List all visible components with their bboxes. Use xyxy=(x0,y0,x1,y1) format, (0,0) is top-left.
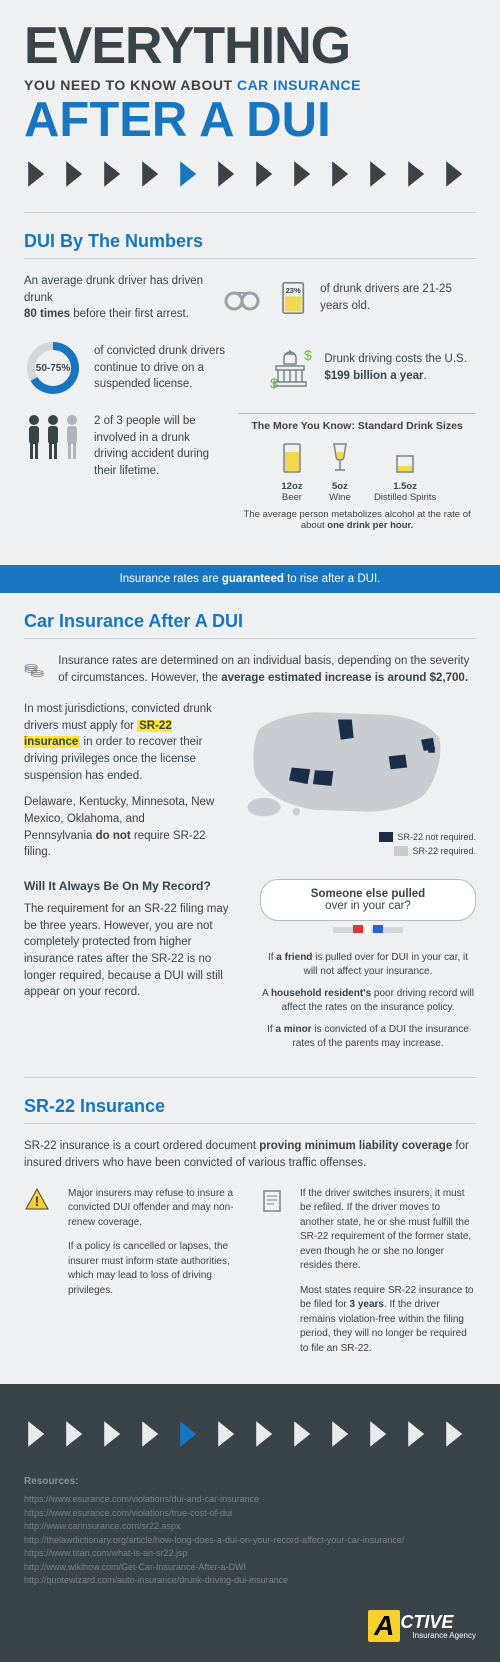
infographic-page: EVERYTHING YOU NEED TO KNOW ABOUT CAR IN… xyxy=(0,0,500,1662)
bubble-someone-else: Someone else pulledover in your car? xyxy=(260,879,476,921)
drink-sizes-title: The More You Know: Standard Drink Sizes xyxy=(238,413,476,432)
record-text: The requirement for an SR-22 filing may … xyxy=(24,901,240,1001)
section-title: SR-22 Insurance xyxy=(24,1096,476,1117)
map-legend: SR-22 not required. SR-22 required. xyxy=(228,832,476,856)
hero-title: EVERYTHING xyxy=(24,22,476,71)
resource-link: http://quotewizard.com/auto-insurance/dr… xyxy=(24,1574,476,1588)
logo-row: A CTIVE Insurance Agency xyxy=(0,1610,500,1662)
resources: Resources: https://www.esurance.com/viol… xyxy=(0,1476,500,1610)
svg-text:23%: 23% xyxy=(285,286,300,295)
resource-link: https://www.esurance.com/violations/dui-… xyxy=(24,1493,476,1507)
section-title: DUI By The Numbers xyxy=(24,231,476,252)
col2-p1: If the driver switches insurers, it must… xyxy=(300,1187,476,1274)
svg-text:$: $ xyxy=(270,375,278,390)
stat-23pct: of drunk drivers are 21-25 years old. xyxy=(320,281,476,314)
beer-glass-icon: 23% xyxy=(278,276,308,320)
hero: EVERYTHING YOU NEED TO KNOW ABOUT CAR IN… xyxy=(0,0,500,212)
banner-guaranteed: Insurance rates are guaranteed to rise a… xyxy=(0,565,500,593)
usa-map xyxy=(228,701,476,821)
drink-sizes: 12ozBeer 5ozWine 1.5ozDistilled Spirits xyxy=(238,440,476,503)
svg-text:50-75%: 50-75% xyxy=(36,363,71,374)
section-sr22: SR-22 Insurance SR-22 insurance is a cou… xyxy=(0,1078,500,1384)
section-numbers: DUI By The Numbers An average drunk driv… xyxy=(0,213,500,565)
svg-text:!: ! xyxy=(35,1193,40,1209)
record-subhead: Will It Always Be On My Record? xyxy=(24,879,240,893)
friend-text: If a friend is pulled over for DUI in yo… xyxy=(260,951,476,979)
col1-p1: Major insurers may refuse to insure a co… xyxy=(68,1187,244,1231)
resource-link: https://www.esurance.com/violations/true… xyxy=(24,1507,476,1521)
minor-text: If a minor is convicted of a DUI the ins… xyxy=(260,1023,476,1051)
stat-cost: Drunk driving costs the U.S. $199 billio… xyxy=(324,351,476,384)
resource-link: http://www.wikihow.com/Get-Car-Insurance… xyxy=(24,1561,476,1575)
states-text: Delaware, Kentucky, Minnesota, New Mexic… xyxy=(24,794,214,861)
section-after-dui: Car Insurance After A DUI Insurance rate… xyxy=(0,593,500,1077)
resource-link: https://www.titan.com/what-is-an-sr22.js… xyxy=(24,1547,476,1561)
coins-icon xyxy=(24,653,44,687)
police-lights-icon xyxy=(260,925,476,941)
stat-suspended: of convicted drunk drivers continue to d… xyxy=(94,343,252,393)
handcuffs-icon xyxy=(222,283,262,313)
drink-footnote: The average person metabolizes alcohol a… xyxy=(238,509,476,531)
sr22-text: In most jurisdictions, convicted drunk d… xyxy=(24,701,214,784)
warning-icon: ! xyxy=(24,1187,50,1211)
document-icon xyxy=(262,1189,282,1213)
active-logo: A CTIVE Insurance Agency xyxy=(368,1610,476,1642)
col1-p2: If a policy is cancelled or lapses, the … xyxy=(68,1240,244,1298)
section-title: Car Insurance After A DUI xyxy=(24,611,476,632)
donut-chart-icon: 50-75% xyxy=(24,339,82,397)
stat-80times: An average drunk driver has driven drunk… xyxy=(24,273,210,323)
resources-title: Resources: xyxy=(24,1476,476,1487)
col2-p2: Most states require SR-22 insurance to b… xyxy=(300,1284,476,1357)
capitol-icon: $$ xyxy=(268,346,312,390)
hero-after: AFTER A DUI xyxy=(24,97,476,144)
resource-link: http://thelawdictionary.org/article/how-… xyxy=(24,1534,476,1548)
sr22-intro: SR-22 insurance is a court ordered docum… xyxy=(24,1138,476,1173)
svg-text:$: $ xyxy=(304,347,312,363)
hero-subtitle: YOU NEED TO KNOW ABOUT CAR INSURANCE xyxy=(24,77,476,93)
increase-text: Insurance rates are determined on an ind… xyxy=(58,653,476,686)
resource-link: http://www.carinsurance.com/sr22.aspx xyxy=(24,1520,476,1534)
stat-2of3: 2 of 3 people will be involved in a drun… xyxy=(94,413,222,480)
household-text: A household resident's poor driving reco… xyxy=(260,987,476,1015)
chevron-row xyxy=(24,158,476,190)
footer-chevrons xyxy=(0,1384,500,1476)
people-icon xyxy=(24,413,82,463)
